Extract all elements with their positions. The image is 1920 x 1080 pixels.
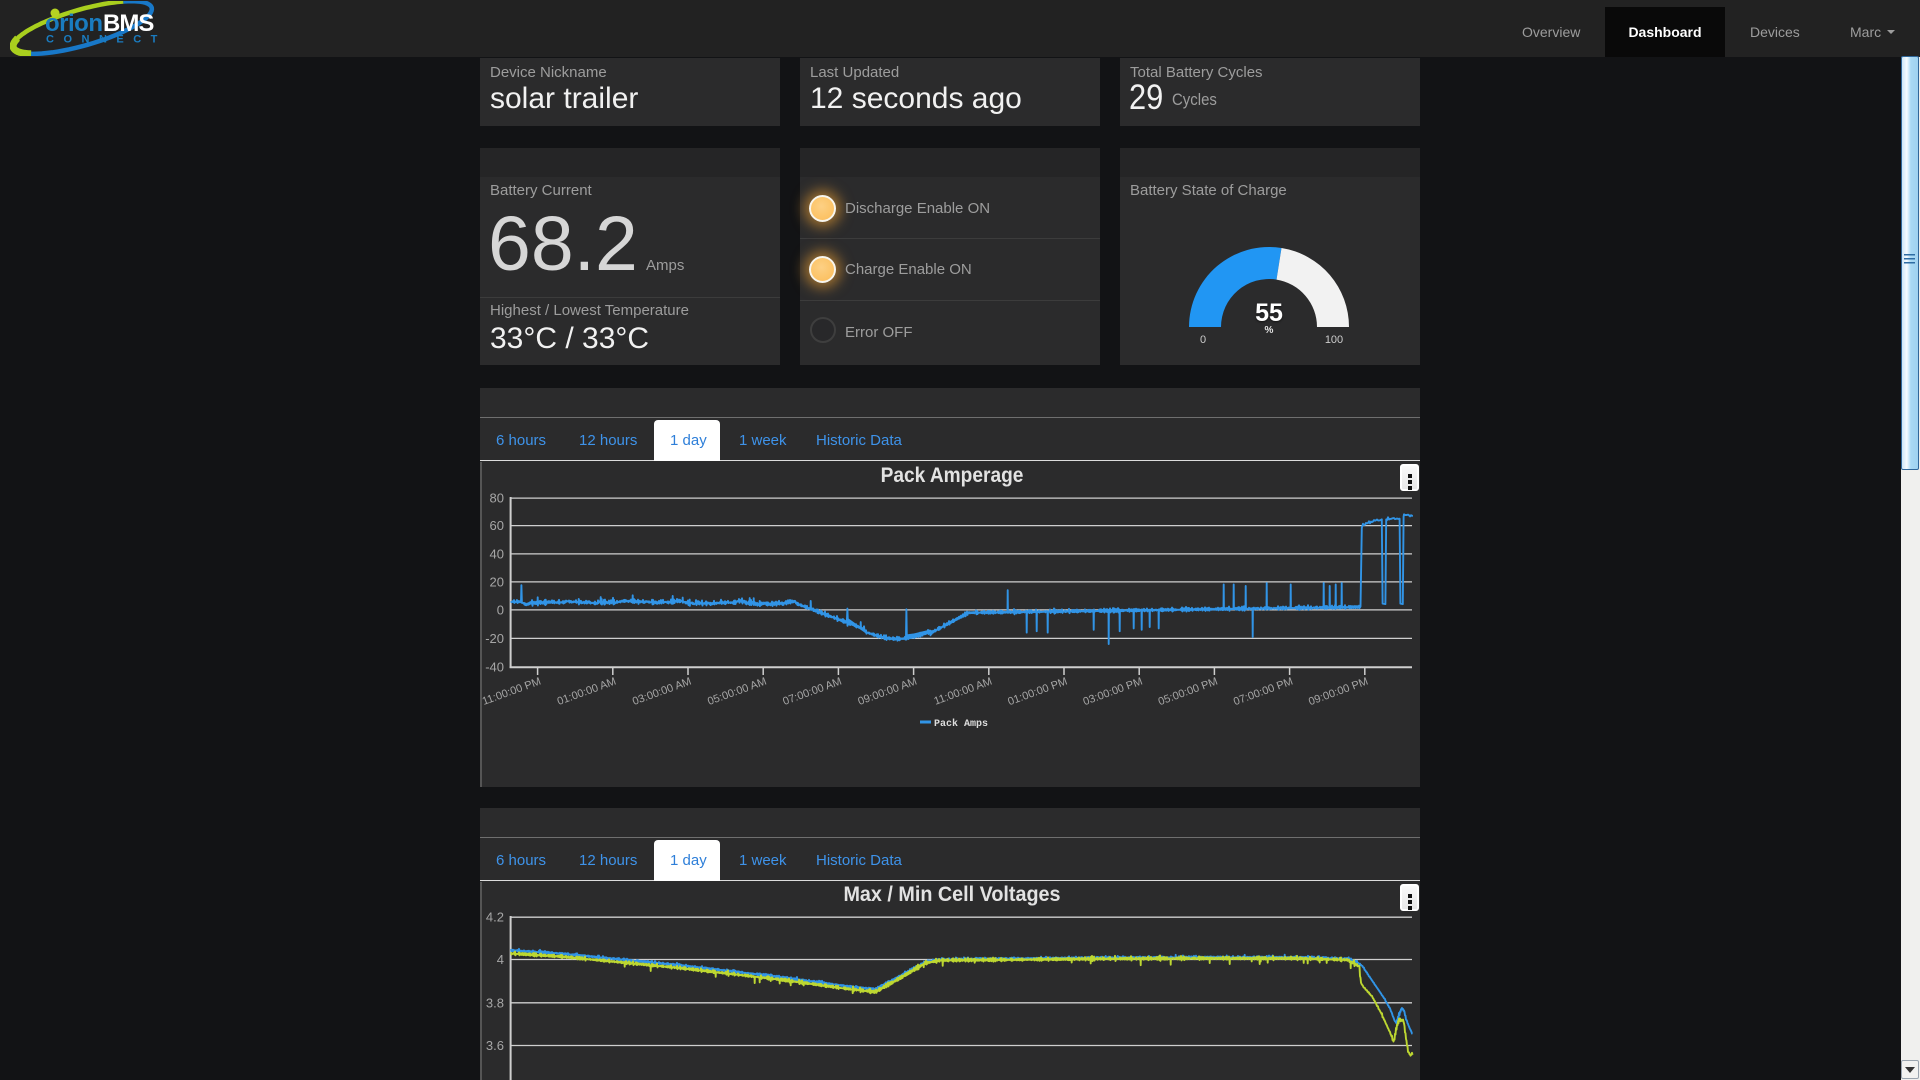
- svg-text:20: 20: [490, 574, 504, 589]
- svg-text:40: 40: [490, 546, 504, 561]
- svg-text:3.6: 3.6: [486, 1038, 504, 1053]
- svg-text:Pack Amps: Pack Amps: [934, 718, 988, 730]
- svg-text:05:00:00 PM: 05:00:00 PM: [1157, 676, 1220, 709]
- svg-text:11:00:00 PM: 11:00:00 PM: [481, 676, 543, 708]
- svg-text:03:00:00 AM: 03:00:00 AM: [631, 676, 693, 708]
- svg-text:-40: -40: [485, 660, 504, 675]
- svg-text:4.2: 4.2: [486, 910, 504, 925]
- svg-text:-20: -20: [485, 631, 504, 646]
- svg-text:01:00:00 PM: 01:00:00 PM: [1006, 676, 1069, 709]
- svg-text:0: 0: [497, 602, 504, 617]
- svg-text:orion: orion: [45, 10, 103, 37]
- svg-text:09:00:00 AM: 09:00:00 AM: [856, 676, 918, 708]
- svg-text:03:00:00 PM: 03:00:00 PM: [1082, 676, 1145, 709]
- svg-text:05:00:00 AM: 05:00:00 AM: [706, 676, 768, 708]
- svg-text:3.8: 3.8: [486, 995, 504, 1010]
- svg-text:80: 80: [490, 491, 504, 506]
- svg-text:Pack Amperage: Pack Amperage: [881, 464, 1024, 487]
- svg-text:11:00:00 AM: 11:00:00 AM: [932, 676, 993, 708]
- svg-text:07:00:00 PM: 07:00:00 PM: [1232, 676, 1295, 709]
- svg-text:Max / Min Cell Voltages: Max / Min Cell Voltages: [843, 882, 1060, 906]
- svg-text:4: 4: [497, 952, 504, 967]
- svg-text:07:00:00 AM: 07:00:00 AM: [781, 676, 843, 708]
- svg-text:BMS: BMS: [103, 10, 154, 37]
- svg-text:CONNECT: CONNECT: [46, 34, 165, 46]
- svg-text:60: 60: [490, 518, 504, 533]
- svg-text:01:00:00 AM: 01:00:00 AM: [556, 676, 618, 708]
- svg-text:09:00:00 PM: 09:00:00 PM: [1307, 676, 1370, 709]
